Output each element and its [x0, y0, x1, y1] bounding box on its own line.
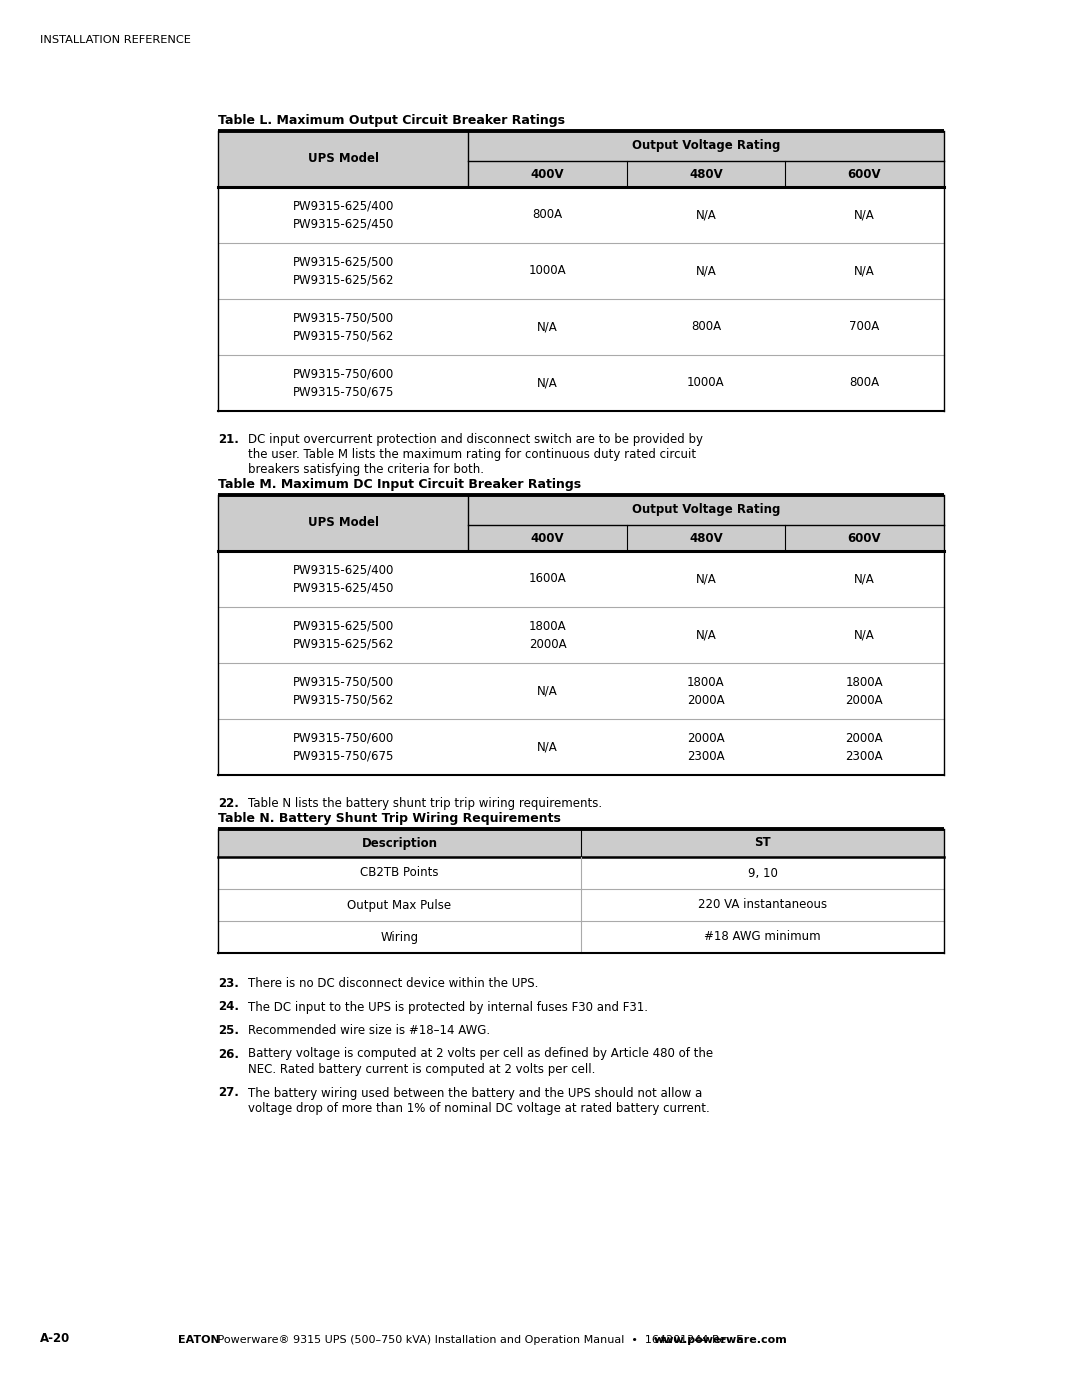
Text: 800A: 800A	[849, 377, 879, 390]
Text: N/A: N/A	[854, 264, 875, 278]
Text: 400V: 400V	[530, 168, 565, 180]
Text: N/A: N/A	[696, 573, 716, 585]
Text: 26.: 26.	[218, 1048, 239, 1060]
Text: Output Voltage Rating: Output Voltage Rating	[632, 140, 781, 152]
Text: N/A: N/A	[537, 740, 558, 753]
Text: A-20: A-20	[40, 1331, 70, 1345]
Text: 1800A
2000A: 1800A 2000A	[687, 676, 725, 707]
Text: PW9315-750/600
PW9315-750/675: PW9315-750/600 PW9315-750/675	[293, 732, 394, 763]
Text: CB2TB Points: CB2TB Points	[361, 866, 438, 880]
Text: 1800A
2000A: 1800A 2000A	[846, 676, 883, 707]
Text: 480V: 480V	[689, 168, 723, 180]
Text: #18 AWG minimum: #18 AWG minimum	[704, 930, 821, 943]
Text: ST: ST	[754, 837, 771, 849]
Text: NEC. Rated battery current is computed at 2 volts per cell.: NEC. Rated battery current is computed a…	[248, 1063, 595, 1076]
Text: Wiring: Wiring	[380, 930, 419, 943]
Text: 9, 10: 9, 10	[747, 866, 778, 880]
Text: PW9315-750/500
PW9315-750/562: PW9315-750/500 PW9315-750/562	[293, 676, 394, 707]
Text: UPS Model: UPS Model	[308, 152, 379, 165]
Text: PW9315-625/400
PW9315-625/450: PW9315-625/400 PW9315-625/450	[293, 200, 394, 231]
Text: Powerware® 9315 UPS (500–750 kVA) Installation and Operation Manual  •  16420124: Powerware® 9315 UPS (500–750 kVA) Instal…	[214, 1336, 751, 1345]
Text: N/A: N/A	[537, 320, 558, 334]
Text: Recommended wire size is #18–14 AWG.: Recommended wire size is #18–14 AWG.	[248, 1024, 490, 1037]
Text: 1000A: 1000A	[687, 377, 725, 390]
Text: N/A: N/A	[696, 629, 716, 641]
Text: 600V: 600V	[848, 531, 881, 545]
Text: PW9315-625/500
PW9315-625/562: PW9315-625/500 PW9315-625/562	[293, 256, 394, 286]
Text: N/A: N/A	[696, 264, 716, 278]
Text: Table N lists the battery shunt trip trip wiring requirements.: Table N lists the battery shunt trip tri…	[248, 798, 603, 810]
Text: 480V: 480V	[689, 531, 723, 545]
Text: 800A: 800A	[691, 320, 721, 334]
Text: the user. Table M lists the maximum rating for continuous duty rated circuit: the user. Table M lists the maximum rati…	[248, 448, 697, 461]
Text: 220 VA instantaneous: 220 VA instantaneous	[698, 898, 827, 911]
Text: 24.: 24.	[218, 1000, 239, 1013]
Text: PW9315-625/400
PW9315-625/450: PW9315-625/400 PW9315-625/450	[293, 563, 394, 595]
Text: N/A: N/A	[854, 208, 875, 222]
Text: 800A: 800A	[532, 208, 563, 222]
Text: breakers satisfying the criteria for both.: breakers satisfying the criteria for bot…	[248, 462, 484, 476]
Text: Description: Description	[362, 837, 437, 849]
Text: 1000A: 1000A	[529, 264, 566, 278]
Text: DC input overcurrent protection and disconnect switch are to be provided by: DC input overcurrent protection and disc…	[248, 433, 703, 446]
Text: 400V: 400V	[530, 531, 565, 545]
Text: 600V: 600V	[848, 168, 881, 180]
Text: N/A: N/A	[537, 377, 558, 390]
Text: 2000A
2300A: 2000A 2300A	[687, 732, 725, 763]
Text: PW9315-750/500
PW9315-750/562: PW9315-750/500 PW9315-750/562	[293, 312, 394, 342]
Text: PW9315-750/600
PW9315-750/675: PW9315-750/600 PW9315-750/675	[293, 367, 394, 398]
Text: EATON: EATON	[178, 1336, 219, 1345]
Text: The DC input to the UPS is protected by internal fuses F30 and F31.: The DC input to the UPS is protected by …	[248, 1000, 648, 1013]
Text: 27.: 27.	[218, 1087, 239, 1099]
Text: www.powerware.com: www.powerware.com	[654, 1336, 787, 1345]
Text: N/A: N/A	[854, 573, 875, 585]
Text: 21.: 21.	[218, 433, 239, 446]
Text: PW9315-625/500
PW9315-625/562: PW9315-625/500 PW9315-625/562	[293, 619, 394, 651]
Text: Table N. Battery Shunt Trip Wiring Requirements: Table N. Battery Shunt Trip Wiring Requi…	[218, 812, 561, 826]
Text: 2000A
2300A: 2000A 2300A	[846, 732, 883, 763]
Bar	[218, 495, 944, 550]
Text: 1800A
2000A: 1800A 2000A	[529, 619, 566, 651]
Text: 23.: 23.	[218, 977, 239, 990]
Text: 25.: 25.	[218, 1024, 239, 1037]
Text: Output Max Pulse: Output Max Pulse	[348, 898, 451, 911]
Text: Table L. Maximum Output Circuit Breaker Ratings: Table L. Maximum Output Circuit Breaker …	[218, 115, 565, 127]
Bar	[218, 131, 944, 187]
Text: Output Voltage Rating: Output Voltage Rating	[632, 503, 781, 517]
Text: N/A: N/A	[537, 685, 558, 697]
Bar	[218, 828, 944, 856]
Text: INSTALLATION REFERENCE: INSTALLATION REFERENCE	[40, 35, 191, 45]
Text: Table M. Maximum DC Input Circuit Breaker Ratings: Table M. Maximum DC Input Circuit Breake…	[218, 478, 581, 490]
Text: voltage drop of more than 1% of nominal DC voltage at rated battery current.: voltage drop of more than 1% of nominal …	[248, 1102, 710, 1115]
Text: There is no DC disconnect device within the UPS.: There is no DC disconnect device within …	[248, 977, 538, 990]
Text: 700A: 700A	[849, 320, 879, 334]
Text: UPS Model: UPS Model	[308, 517, 379, 529]
Text: Battery voltage is computed at 2 volts per cell as defined by Article 480 of the: Battery voltage is computed at 2 volts p…	[248, 1048, 713, 1060]
Text: N/A: N/A	[696, 208, 716, 222]
Text: 22.: 22.	[218, 798, 239, 810]
Text: 1600A: 1600A	[529, 573, 567, 585]
Text: The battery wiring used between the battery and the UPS should not allow a: The battery wiring used between the batt…	[248, 1087, 702, 1099]
Text: N/A: N/A	[854, 629, 875, 641]
